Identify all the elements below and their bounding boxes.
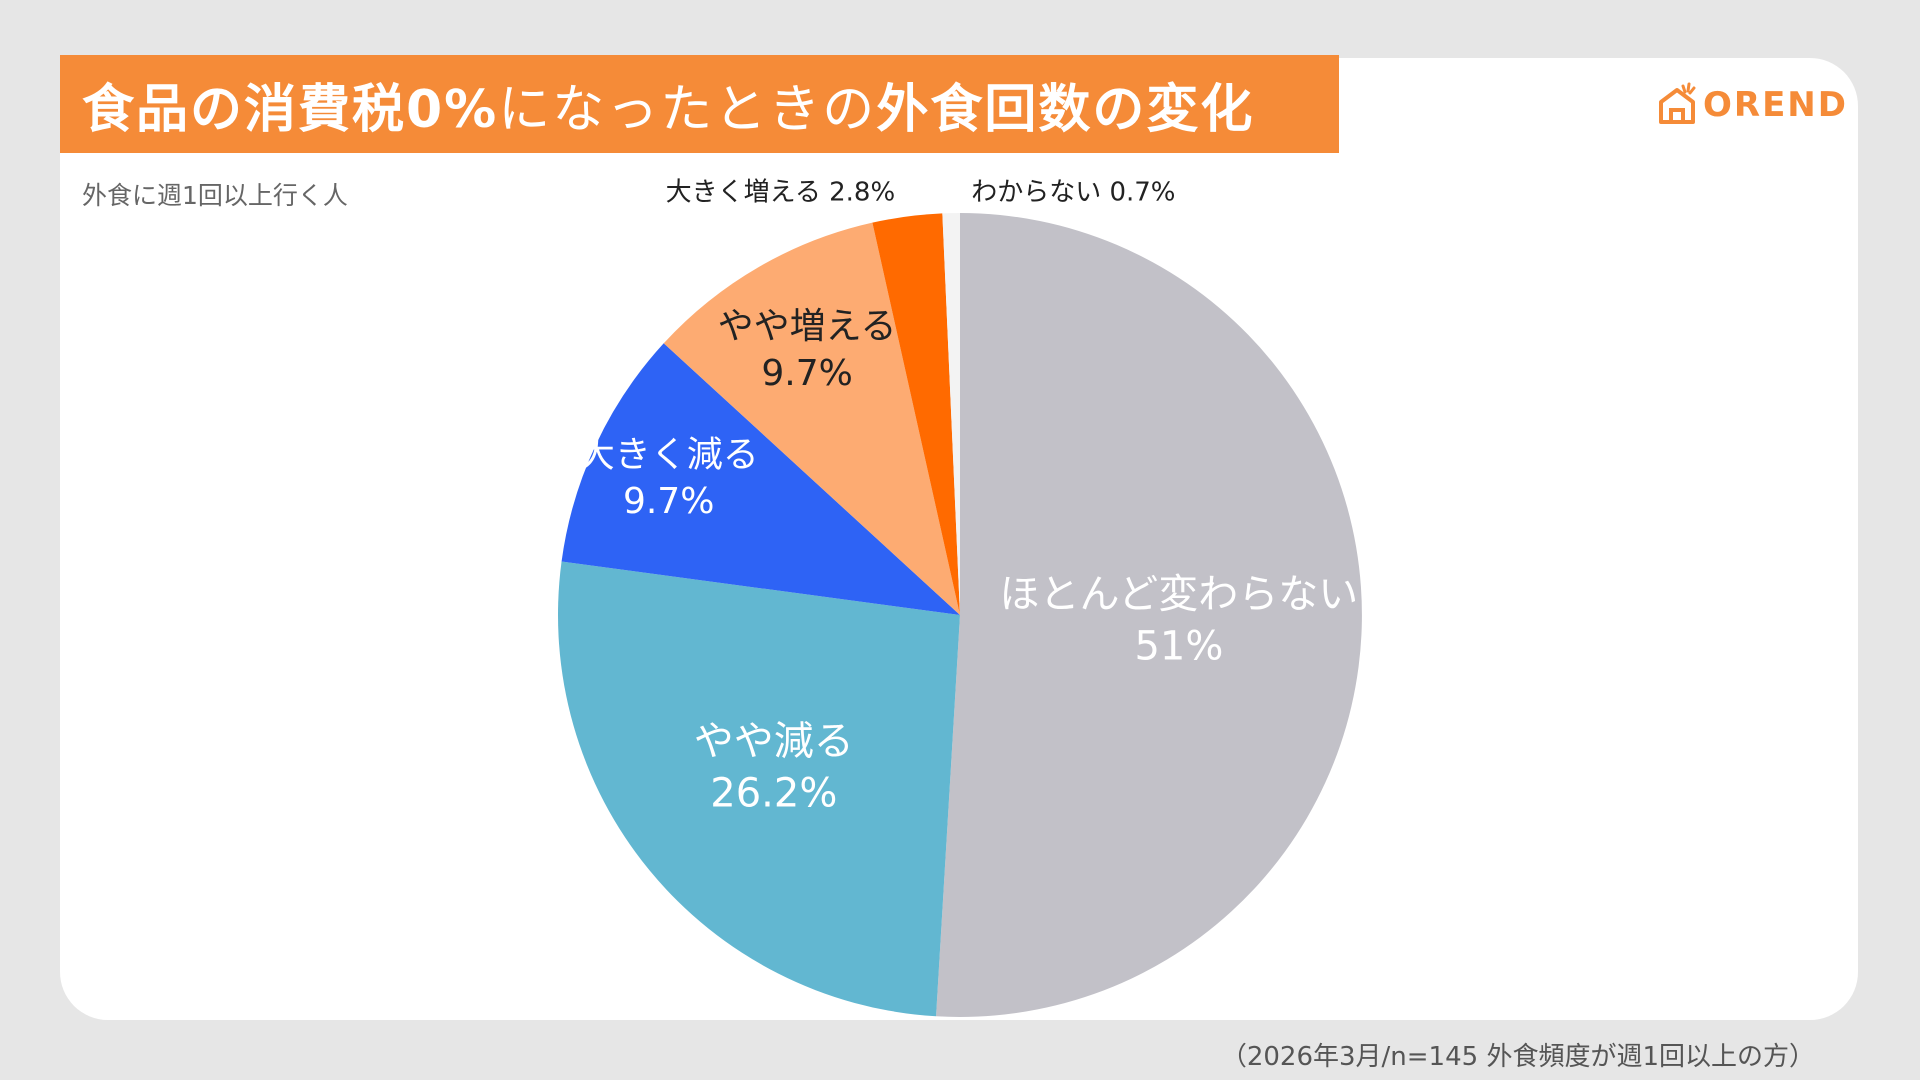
slice-value-label: 9.7% — [761, 353, 852, 394]
slice-label: ほとんど変わらない — [999, 571, 1358, 617]
footnote: （2026年3月/n=145 外食頻度が週1回以上の方） — [1220, 1042, 1815, 1072]
slice-label: やや減る — [694, 719, 854, 765]
pie-slice — [561, 343, 960, 615]
pie-slice — [936, 213, 1362, 1017]
title-part-b: になったときの — [498, 79, 877, 140]
pie-slice — [663, 222, 960, 615]
slice-label: やや増える — [718, 306, 897, 347]
slice-label: 大きく増える 2.8% — [666, 178, 896, 208]
pie-slice — [872, 213, 960, 615]
title-part-c: 外食回数の変化 — [876, 79, 1255, 140]
slice-label: わからない 0.7% — [971, 178, 1175, 208]
house-icon — [1659, 82, 1696, 124]
title-bar: 食品の消費税0%になったときの外食回数の変化 — [60, 55, 1339, 153]
slice-value-label: 9.7% — [623, 481, 714, 522]
pie-slice — [557, 561, 960, 1017]
title-part-a: 食品の消費税0% — [82, 79, 499, 140]
chart-subtitle: 外食に週1回以上行く人 — [82, 181, 348, 210]
page-title: 食品の消費税0%になったときの外食回数の変化 — [82, 67, 1254, 142]
slice-value-label: 26.2% — [710, 771, 837, 817]
logo-text: OREND — [1703, 85, 1848, 125]
pie-slice — [942, 213, 960, 615]
slice-value-label: 51% — [1134, 623, 1223, 669]
slice-label: 大きく減る — [579, 434, 759, 475]
brand-logo: OREND — [1655, 82, 1848, 128]
